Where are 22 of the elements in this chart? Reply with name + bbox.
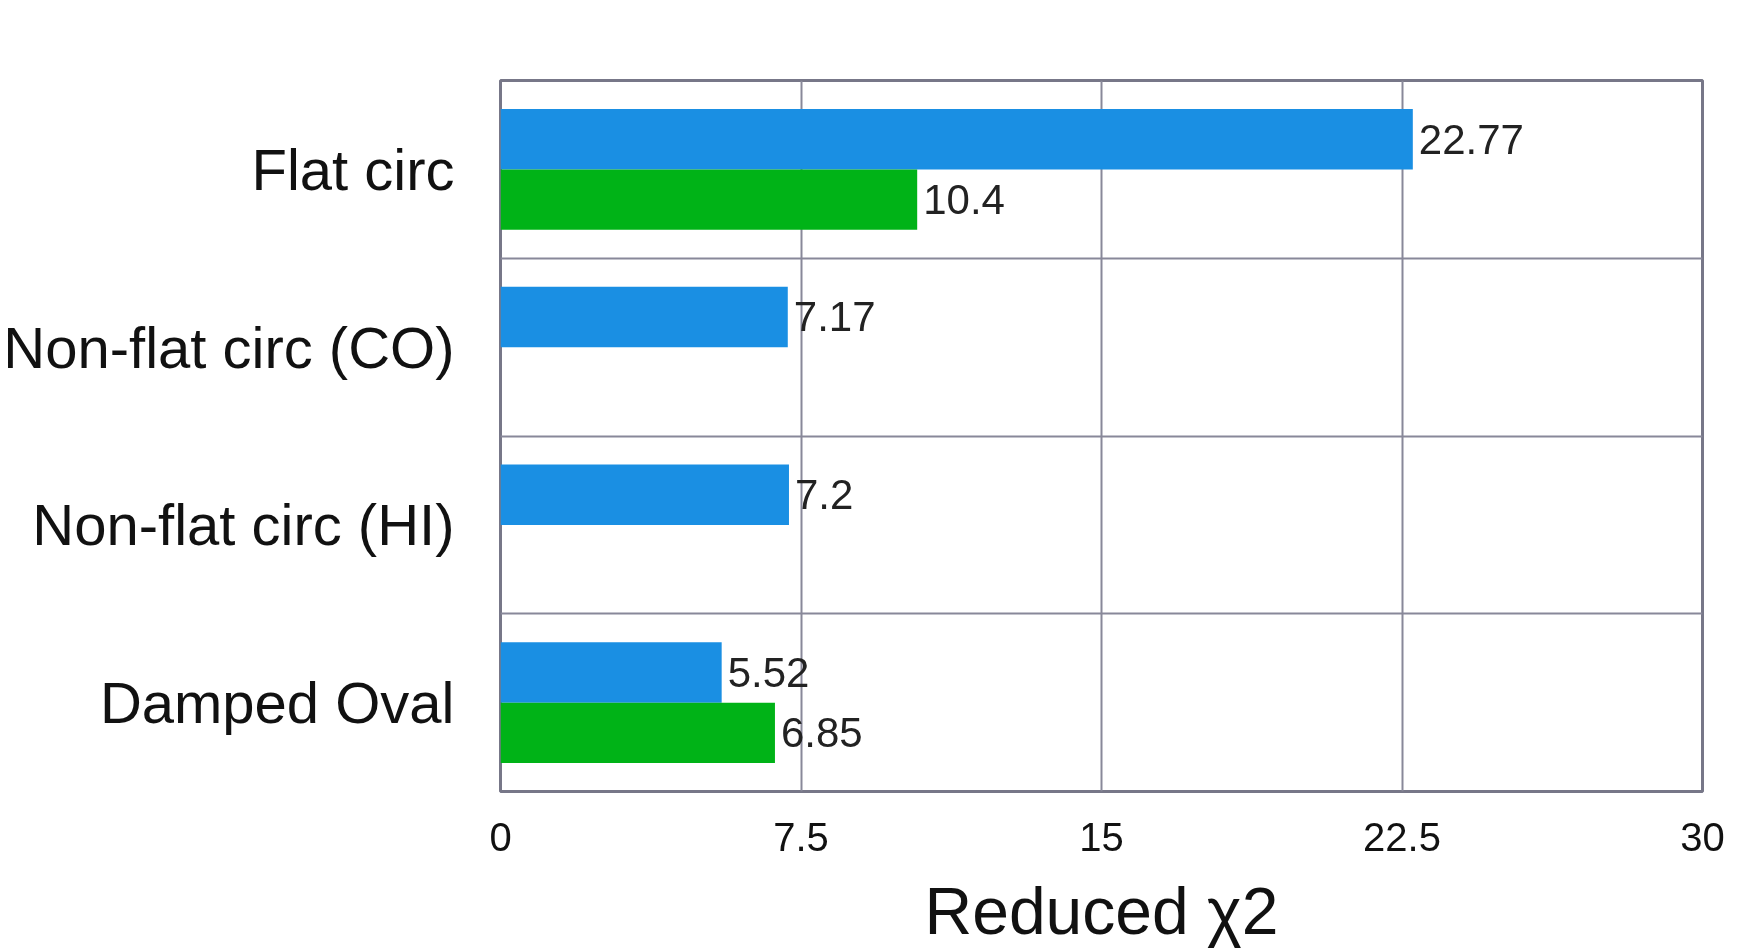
bar [500,464,789,525]
x-tick-label: 0 [489,814,512,859]
y-tick-label: Non-flat circ (HI) [32,492,455,558]
bar [500,108,1413,170]
data-label: 7.17 [793,293,876,341]
data-label: 7.2 [794,471,854,519]
x-tick-label: 22.5 [1363,814,1441,859]
bar [500,642,722,703]
bar [500,286,788,348]
y-tick-label: Damped Oval [99,670,455,736]
y-tick-label: Non-flat circ (CO) [3,314,455,380]
x-tick-label: 15 [1079,814,1124,859]
data-label: 5.52 [727,648,810,696]
data-label: 10.4 [923,176,1005,224]
y-tick-label: Flat circ [251,136,455,202]
data-label: 22.77 [1418,115,1524,163]
bar [500,702,775,764]
data-label: 6.85 [780,709,863,757]
x-tick-label: 7.5 [773,814,829,859]
x-tick-label: 30 [1680,814,1725,859]
bar [500,169,918,230]
x-axis-title: Reduced χ2 [924,873,1279,948]
